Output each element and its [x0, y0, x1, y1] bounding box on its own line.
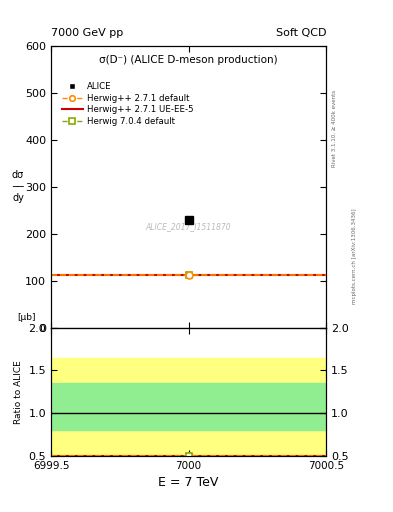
- Bar: [51, 383, 326, 430]
- Bar: [51, 357, 326, 456]
- Text: mcplots.cern.ch [arXiv:1306.3436]: mcplots.cern.ch [arXiv:1306.3436]: [352, 208, 357, 304]
- Y-axis label: Ratio to ALICE: Ratio to ALICE: [14, 360, 23, 423]
- Text: Rivet 3.1.10, ≥ 400k events: Rivet 3.1.10, ≥ 400k events: [332, 90, 337, 166]
- Text: ALICE_2017_I1511870: ALICE_2017_I1511870: [146, 222, 231, 231]
- Legend: ALICE, Herwig++ 2.7.1 default, Herwig++ 2.7.1 UE-EE-5, Herwig 7.0.4 default: ALICE, Herwig++ 2.7.1 default, Herwig++ …: [58, 78, 196, 129]
- Text: dσ
──
dy: dσ ── dy: [12, 170, 24, 203]
- Text: [μb]: [μb]: [17, 313, 36, 322]
- X-axis label: E = 7 TeV: E = 7 TeV: [158, 476, 219, 489]
- Text: 7000 GeV pp: 7000 GeV pp: [51, 28, 123, 38]
- Text: Soft QCD: Soft QCD: [276, 28, 326, 38]
- Text: σ(D⁻) (ALICE D-meson production): σ(D⁻) (ALICE D-meson production): [99, 55, 278, 65]
